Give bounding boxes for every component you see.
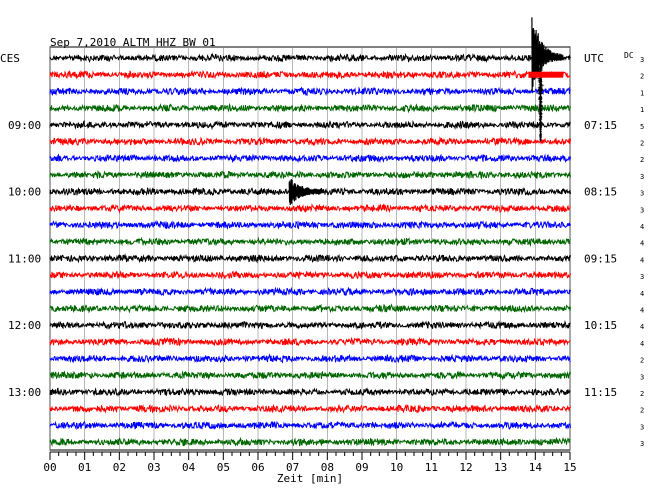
x-tick-label: 06: [251, 461, 264, 474]
scale-value: 3: [640, 56, 644, 64]
seismic-traces: [49, 52, 571, 447]
right-time-label: UTC: [584, 52, 604, 65]
trace-15: [49, 303, 571, 314]
scale-value: 3: [640, 440, 644, 448]
dc-label: DC: [624, 51, 634, 60]
x-tick-label: 03: [147, 461, 160, 474]
event-burst-1: [288, 179, 325, 206]
event-saturation-0: [528, 71, 564, 78]
trace-19: [49, 369, 571, 381]
trace-2: [49, 86, 571, 97]
trace-16: [49, 320, 571, 331]
right-time-label: 10:15: [584, 319, 617, 332]
trace-23: [49, 436, 571, 447]
scale-value: 2: [640, 407, 644, 415]
left-time-label: 10:00: [8, 186, 41, 199]
trace-8: [49, 187, 571, 197]
x-tick-label: 12: [459, 461, 472, 474]
trace-5: [49, 136, 571, 147]
scale-value: 5: [640, 123, 644, 131]
trace-11: [49, 236, 571, 248]
right-scale-values: 3 2 1 1 5 2 2 3 3 3 4 4 4 3 4 4 4 4 2 3 2 2 3 3: [640, 56, 644, 448]
event-burst-0: [531, 17, 564, 92]
scale-value: 3: [640, 373, 644, 381]
scale-value: 2: [640, 357, 644, 365]
scale-value: 4: [640, 240, 644, 248]
left-time-label: 11:00: [8, 252, 41, 265]
scale-value: 2: [640, 73, 644, 81]
x-tick-label: 08: [321, 461, 334, 474]
scale-value: 3: [640, 206, 644, 214]
trace-7: [49, 170, 571, 180]
scale-value: 1: [640, 106, 644, 114]
right-time-label: 09:15: [584, 252, 617, 265]
x-tick-label: 02: [113, 461, 126, 474]
x-tick-label: 13: [494, 461, 507, 474]
trace-22: [49, 420, 571, 431]
x-tick-label: 00: [43, 461, 56, 474]
left-timezone-label: CES: [0, 52, 20, 65]
trace-18: [49, 353, 571, 364]
scale-value: 1: [640, 89, 644, 97]
trace-9: [49, 202, 571, 214]
trace-20: [49, 387, 571, 397]
x-tick-label: 04: [182, 461, 196, 474]
scale-value: 4: [640, 256, 644, 264]
trace-6: [49, 153, 571, 164]
right-time-label: 07:15: [584, 119, 617, 132]
scale-value: 3: [640, 190, 644, 198]
trace-10: [49, 219, 571, 230]
scale-value: 4: [640, 323, 644, 331]
trace-12: [49, 253, 571, 264]
trace-13: [49, 270, 571, 280]
scale-value: 4: [640, 290, 644, 298]
scale-value: 4: [640, 340, 644, 348]
x-axis-label: Zeit [min]: [277, 472, 343, 485]
x-tick-label: 09: [355, 461, 368, 474]
x-tick-label: 15: [563, 461, 576, 474]
x-tick-label: 14: [529, 461, 543, 474]
x-tick-label: 07: [286, 461, 299, 474]
trace-1: [49, 69, 571, 80]
trace-4: [49, 119, 571, 131]
scale-value: 3: [640, 273, 644, 281]
scale-value: 2: [640, 140, 644, 148]
trace-21: [49, 403, 571, 414]
left-time-label: 09:00: [8, 119, 41, 132]
x-tick-label: 10: [390, 461, 403, 474]
scale-value: 4: [640, 223, 644, 231]
left-time-labels: 09:00 10:00 11:00 12:00 13:00: [8, 119, 41, 399]
scale-value: 3: [640, 173, 644, 181]
seismic-events: [288, 17, 564, 206]
right-time-label: 11:15: [584, 386, 617, 399]
left-time-label: 12:00: [8, 319, 41, 332]
right-time-labels: UTC 07:15 08:15 09:15 10:15 11:15: [584, 52, 617, 399]
right-time-label: 08:15: [584, 186, 617, 199]
scale-value: 2: [640, 156, 644, 164]
minute-gridlines: [49, 47, 571, 450]
trace-3: [49, 102, 571, 114]
scale-value: 3: [640, 423, 644, 431]
chart-title: Sep 7,2010 ALTM HHZ BW 01: [50, 36, 216, 49]
left-time-label: 13:00: [8, 386, 41, 399]
x-tick-label: 05: [217, 461, 230, 474]
x-tick-label: 01: [78, 461, 91, 474]
trace-17: [49, 336, 571, 347]
trace-0: [49, 52, 571, 64]
trace-14: [49, 286, 571, 297]
scale-value: 4: [640, 307, 644, 315]
scale-value: 2: [640, 390, 644, 398]
x-axis: 00 01 02 03 04 05 06 07 08 09 10 11 12 13 14 15: [43, 451, 577, 474]
x-tick-label: 11: [425, 461, 438, 474]
